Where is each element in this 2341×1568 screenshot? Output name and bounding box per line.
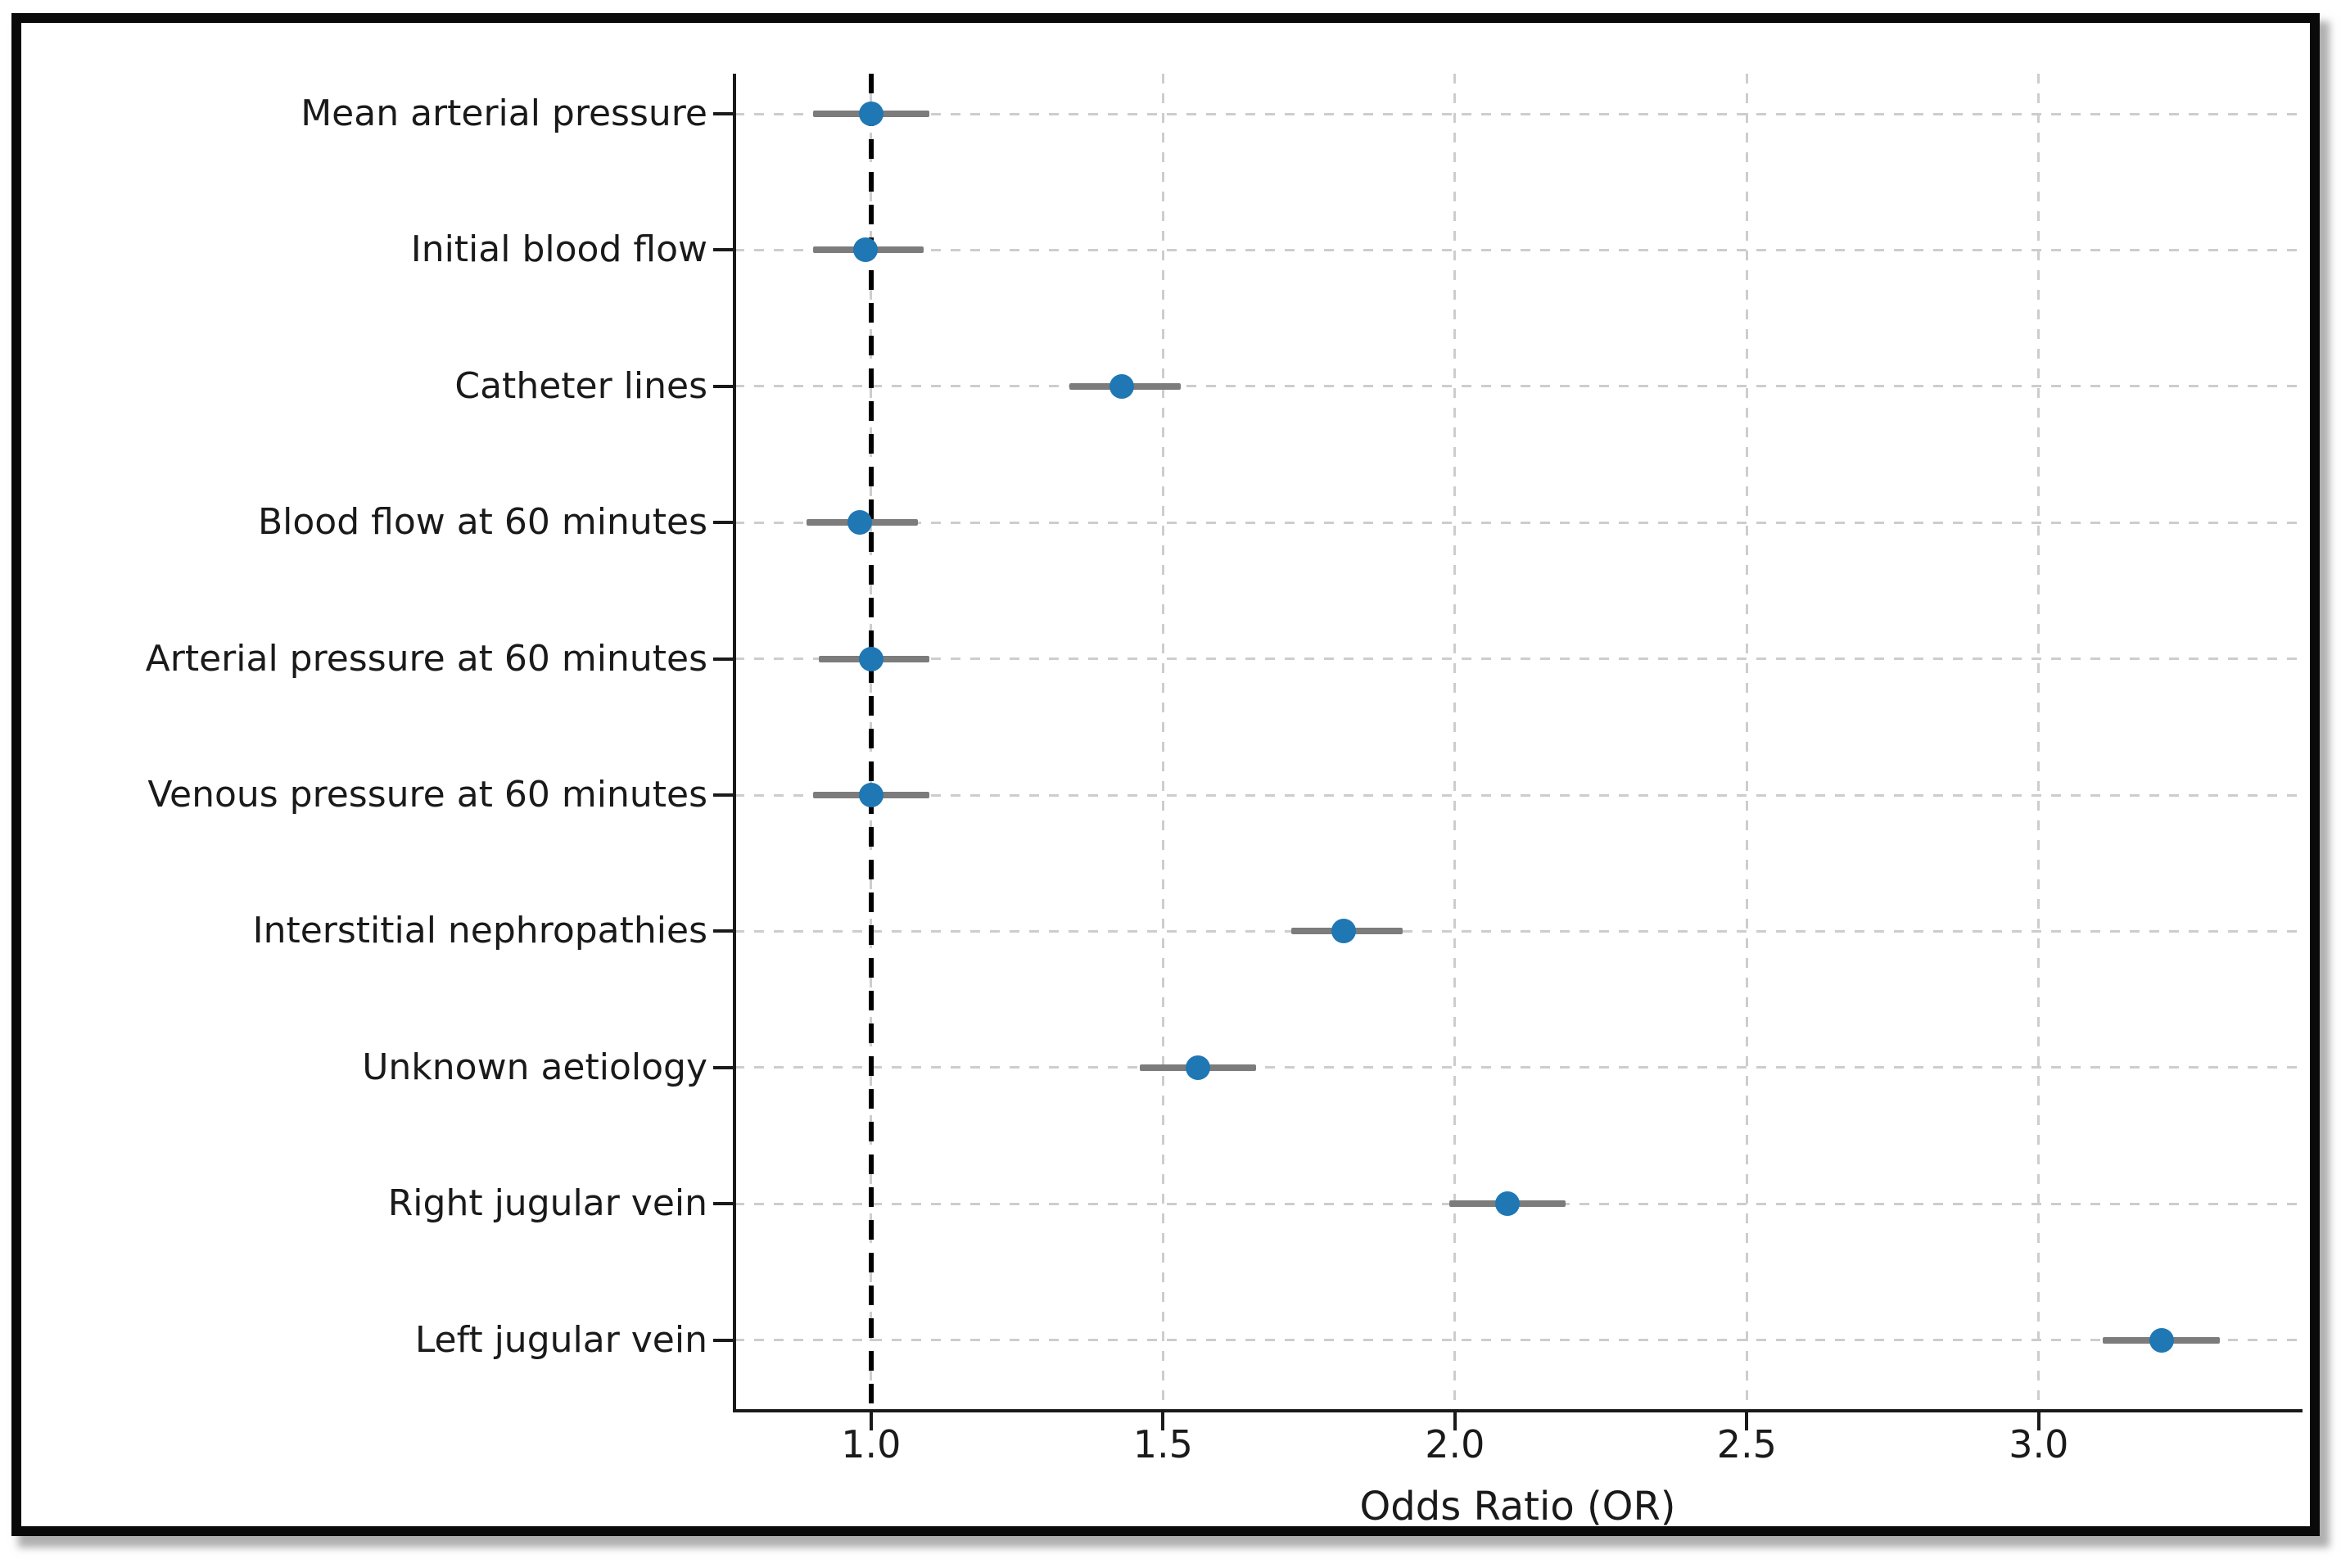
odds-ratio-marker xyxy=(847,510,872,535)
x-axis-label: Odds Ratio (OR) xyxy=(1359,1484,1676,1530)
x-axis-line xyxy=(733,1409,2303,1412)
horizontal-gridline xyxy=(734,793,2301,797)
horizontal-gridline xyxy=(734,248,2301,251)
horizontal-gridline xyxy=(734,521,2301,524)
y-tick xyxy=(713,793,734,797)
y-tick xyxy=(713,112,734,115)
y-tick xyxy=(713,384,734,388)
x-tick-label: 1.5 xyxy=(1132,1422,1193,1466)
x-tick xyxy=(2036,1412,2040,1430)
horizontal-gridline xyxy=(734,112,2301,115)
category-label: Interstitial nephropathies xyxy=(252,910,707,952)
x-tick xyxy=(1453,1412,1457,1430)
y-axis-line xyxy=(733,74,736,1412)
x-tick-label: 2.0 xyxy=(1425,1422,1485,1466)
category-label: Left jugular vein xyxy=(414,1318,707,1361)
category-label: Catheter lines xyxy=(454,364,707,407)
horizontal-gridline xyxy=(734,385,2301,388)
y-tick xyxy=(713,1338,734,1342)
y-tick xyxy=(713,521,734,525)
x-tick xyxy=(1745,1412,1749,1430)
x-tick-label: 1.0 xyxy=(841,1422,902,1466)
category-label: Mean arterial pressure xyxy=(301,93,707,134)
horizontal-gridline xyxy=(734,929,2301,933)
y-tick xyxy=(713,929,734,933)
y-tick xyxy=(713,657,734,661)
odds-ratio-marker xyxy=(852,237,878,263)
odds-ratio-marker xyxy=(2149,1327,2174,1353)
x-tick xyxy=(1161,1412,1165,1430)
x-tick xyxy=(869,1412,873,1430)
category-label: Initial blood flow xyxy=(410,228,707,271)
odds-ratio-marker xyxy=(1109,373,1135,399)
vertical-gridline xyxy=(1745,74,1748,1409)
x-tick-label: 3.0 xyxy=(2009,1422,2069,1466)
figure-frame: Odds Ratio (OR) 1.0 1.5 2.0 2.5 3.0 Mean arte… xyxy=(11,13,2320,1536)
category-label: Arterial pressure at 60 minutes xyxy=(145,637,707,680)
odds-ratio-marker xyxy=(858,102,884,126)
forest-plot: Odds Ratio (OR) 1.0 1.5 2.0 2.5 3.0 Mean arte… xyxy=(21,23,2310,1530)
odds-ratio-marker xyxy=(1495,1191,1521,1217)
vertical-gridline xyxy=(1453,74,1457,1409)
y-tick xyxy=(713,248,734,252)
y-tick xyxy=(713,1065,734,1069)
x-tick-label: 2.5 xyxy=(1716,1422,1777,1466)
category-label: Right jugular vein xyxy=(387,1182,707,1225)
vertical-gridline xyxy=(2037,74,2040,1409)
odds-ratio-marker xyxy=(858,646,884,671)
y-tick xyxy=(713,1202,734,1206)
odds-ratio-marker xyxy=(1186,1055,1211,1080)
odds-ratio-marker xyxy=(858,783,884,807)
category-label: Unknown aetiology xyxy=(362,1046,707,1088)
odds-ratio-marker xyxy=(1331,919,1357,944)
reference-line-or-1 xyxy=(868,74,874,1409)
horizontal-gridline xyxy=(734,1339,2301,1342)
category-label: Blood flow at 60 minutes xyxy=(257,501,707,544)
category-label: Venous pressure at 60 minutes xyxy=(147,774,707,816)
horizontal-gridline xyxy=(734,1066,2301,1069)
horizontal-gridline xyxy=(734,657,2301,661)
vertical-gridline xyxy=(1161,74,1164,1409)
